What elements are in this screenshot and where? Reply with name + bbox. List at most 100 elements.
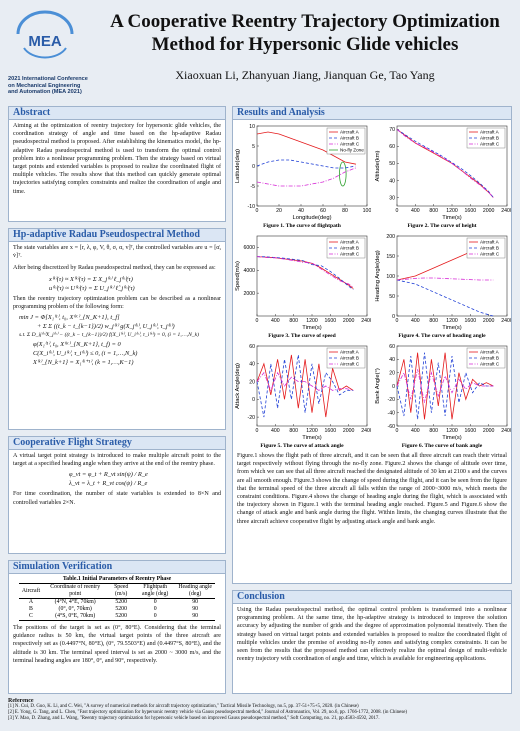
legend-label: Aircraft B [340, 356, 359, 361]
series-line [256, 131, 357, 165]
y-tick-label: 200 [386, 234, 395, 240]
y-tick-label: 0 [392, 384, 395, 390]
x-tick-label: 400 [411, 428, 420, 434]
section-heading: Conclusion [233, 591, 511, 604]
equation: φ(X₁⁽¹⁾, t₀, X⁽ᴷ⁾_{N_K+1}, t_f) = 0 [33, 341, 121, 349]
series-line [396, 129, 494, 198]
legend-label: Aircraft C [340, 252, 360, 257]
legend-box [466, 237, 506, 259]
legend-box [466, 347, 506, 369]
equation: x⁽ᵏ⁾(τ) ≈ X⁽ᵏ⁾(τ) = Σ X_j⁽ᵏ⁾ ℓ_j⁽ᵏ⁾(τ) [49, 275, 133, 283]
y-tick-label: 60 [389, 144, 395, 150]
x-tick-label: 2000 [483, 318, 495, 324]
paragraph: Aiming at the optimization of reentry tr… [13, 123, 221, 195]
x-axis-label: Longitude(deg) [293, 215, 332, 221]
series-line [256, 354, 354, 418]
equation: + Σ Σ ((t_k − t_{k−1})/2) w_j⁽ᵏ⁾ g(X_j⁽ᵏ… [37, 323, 175, 331]
legend-label: Aircraft C [340, 142, 360, 147]
x-tick-label: 800 [289, 428, 298, 434]
section-heading: Hp-adaptive Radau Pseudospectral Method [9, 229, 225, 242]
equation: C(X_i⁽ᵏ⁾, U_i⁽ᵏ⁾, τ_i⁽ᵏ⁾) ≤ 0, (i = 1,…,… [33, 350, 138, 358]
table-cell: 90 [192, 599, 199, 605]
legend-box [326, 237, 366, 259]
x-tick-label: 400 [411, 208, 420, 214]
table-header: Heading angle (deg) [178, 584, 212, 597]
table-header: Coordinate of reentry point [50, 584, 101, 597]
x-tick-label: 0 [396, 318, 399, 324]
poster-title: A Cooperative Reentry Trajectory Optimiz… [110, 11, 500, 55]
legend-label: Aircraft B [480, 246, 499, 251]
paragraph: The positions of the target is set as (0… [13, 625, 221, 664]
reference: [3] Y. Mao, D. Zhang, and L. Wang, "Reen… [8, 716, 380, 722]
x-tick-label: 800 [429, 428, 438, 434]
y-axis-label: Speed(m/s) [235, 261, 241, 291]
x-tick-label: 2000 [483, 428, 495, 434]
x-axis-label: Time(s) [442, 215, 461, 221]
table-title: Table.1 Initial Parameters of Reentry Ph… [62, 576, 172, 582]
legend-label: Aircraft B [340, 136, 359, 141]
x-tick-label: 2000 [483, 208, 495, 214]
method-section: Hp-adaptive Radau Pseudospectral Method … [8, 228, 226, 430]
series-line [396, 277, 494, 281]
series-line [396, 352, 494, 420]
y-tick-label: -40 [388, 410, 396, 416]
chart: 0 20 40 60 80 100 -10 -5 0 5 10 Longitude(deg) Latit… [235, 124, 371, 229]
logo-graphic: MEA [16, 10, 74, 59]
series-line [256, 371, 354, 392]
x-tick-label: 1600 [465, 208, 477, 214]
x-tick-label: 800 [429, 318, 438, 324]
x-tick-label: 20 [276, 208, 282, 214]
legend-label: Aircraft A [480, 240, 500, 245]
table-row: B (0°, 0°, 70km) 5200 0 90 [19, 606, 215, 613]
paragraph: Then the reentry trajectory optimization… [13, 295, 221, 310]
x-tick-label: 1600 [465, 428, 477, 434]
y-tick-label: 5 [252, 144, 255, 150]
y-tick-label: -20 [248, 415, 256, 421]
figure-caption: Figure 2. The curve of height [407, 223, 476, 229]
equation: s.t. Σ D_ij⁽ᵏ⁾X_j⁽ᵏ⁾ − ((t_k − t_{k−1})/… [19, 332, 200, 339]
legend-label: No-fly Zone [340, 148, 364, 153]
y-tick-label: 70 [389, 127, 395, 133]
table: Aircraft Coordinate of reentry point Spe… [18, 583, 216, 621]
section-heading: Cooperative Flight Strategy [9, 437, 225, 450]
equation: λ_vt = λ_t + R_vt cos(ψ) / R_e [69, 480, 148, 488]
table-row: A (4°N, 4°E, 70km) 5200 0 90 [19, 599, 215, 607]
x-tick-label: 1200 [306, 428, 318, 434]
y-tick-label: 150 [386, 254, 395, 260]
paragraph: Using the Radau pseudospectral method, t… [237, 607, 507, 663]
results-section: Results and Analysis 0 20 40 60 80 100 -10 -5 0 5… [232, 106, 512, 584]
y-tick-label: 20 [389, 370, 395, 376]
x-tick-label: 1200 [446, 208, 458, 214]
series-line [396, 369, 494, 403]
series-line [396, 129, 494, 198]
table-cell: 0 [153, 613, 157, 619]
table-cell: (0°, 0°, 70km) [58, 606, 92, 612]
legend-label: Aircraft A [480, 130, 500, 135]
y-tick-label: -60 [388, 424, 396, 430]
legend-label: Aircraft C [480, 142, 500, 147]
table-cell: B [29, 606, 33, 612]
table-cell: 0 [153, 599, 157, 605]
x-tick-label: 1600 [325, 428, 337, 434]
x-tick-label: 800 [429, 208, 438, 214]
x-tick-label: 0 [396, 208, 399, 214]
table-cell: 5200 [115, 613, 127, 619]
y-tick-label: 60 [249, 344, 255, 350]
figure-caption: Figure 3. The curve of speed [268, 333, 336, 339]
legend-label: Aircraft B [480, 136, 499, 141]
table-cell: 90 [192, 606, 199, 612]
series-line [256, 167, 357, 187]
figure-caption: Figure 1. The curve of flightpath [263, 223, 342, 229]
series-line [256, 354, 354, 418]
legend-box [326, 347, 366, 369]
table-cell: 90 [192, 613, 199, 619]
x-tick-label: 1200 [446, 318, 458, 324]
